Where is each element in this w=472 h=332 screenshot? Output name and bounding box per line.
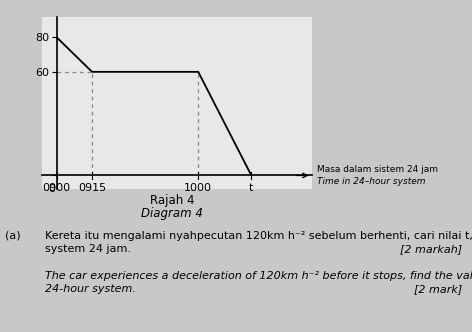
Text: Kereta itu mengalami nyahpecutan 120km h⁻² sebelum berhenti, cari nilai t, dalam: Kereta itu mengalami nyahpecutan 120km h… — [45, 231, 472, 241]
Text: system 24 jam.: system 24 jam. — [45, 244, 131, 254]
Text: Time in 24–hour system: Time in 24–hour system — [317, 177, 425, 186]
Text: The car experiences a deceleration of 120km h⁻² before it stops, find the value : The car experiences a deceleration of 12… — [45, 271, 472, 281]
Text: Rajah 4: Rajah 4 — [150, 194, 194, 207]
Text: Diagram 4: Diagram 4 — [141, 208, 203, 220]
Text: Masa dalam sistem 24 jam: Masa dalam sistem 24 jam — [317, 165, 438, 174]
Text: (a): (a) — [5, 231, 20, 241]
Text: [2 markah]: [2 markah] — [400, 244, 463, 254]
Text: 0: 0 — [48, 184, 55, 194]
Text: 24-hour system.: 24-hour system. — [45, 284, 136, 294]
Text: [2 mark]: [2 mark] — [414, 284, 463, 294]
